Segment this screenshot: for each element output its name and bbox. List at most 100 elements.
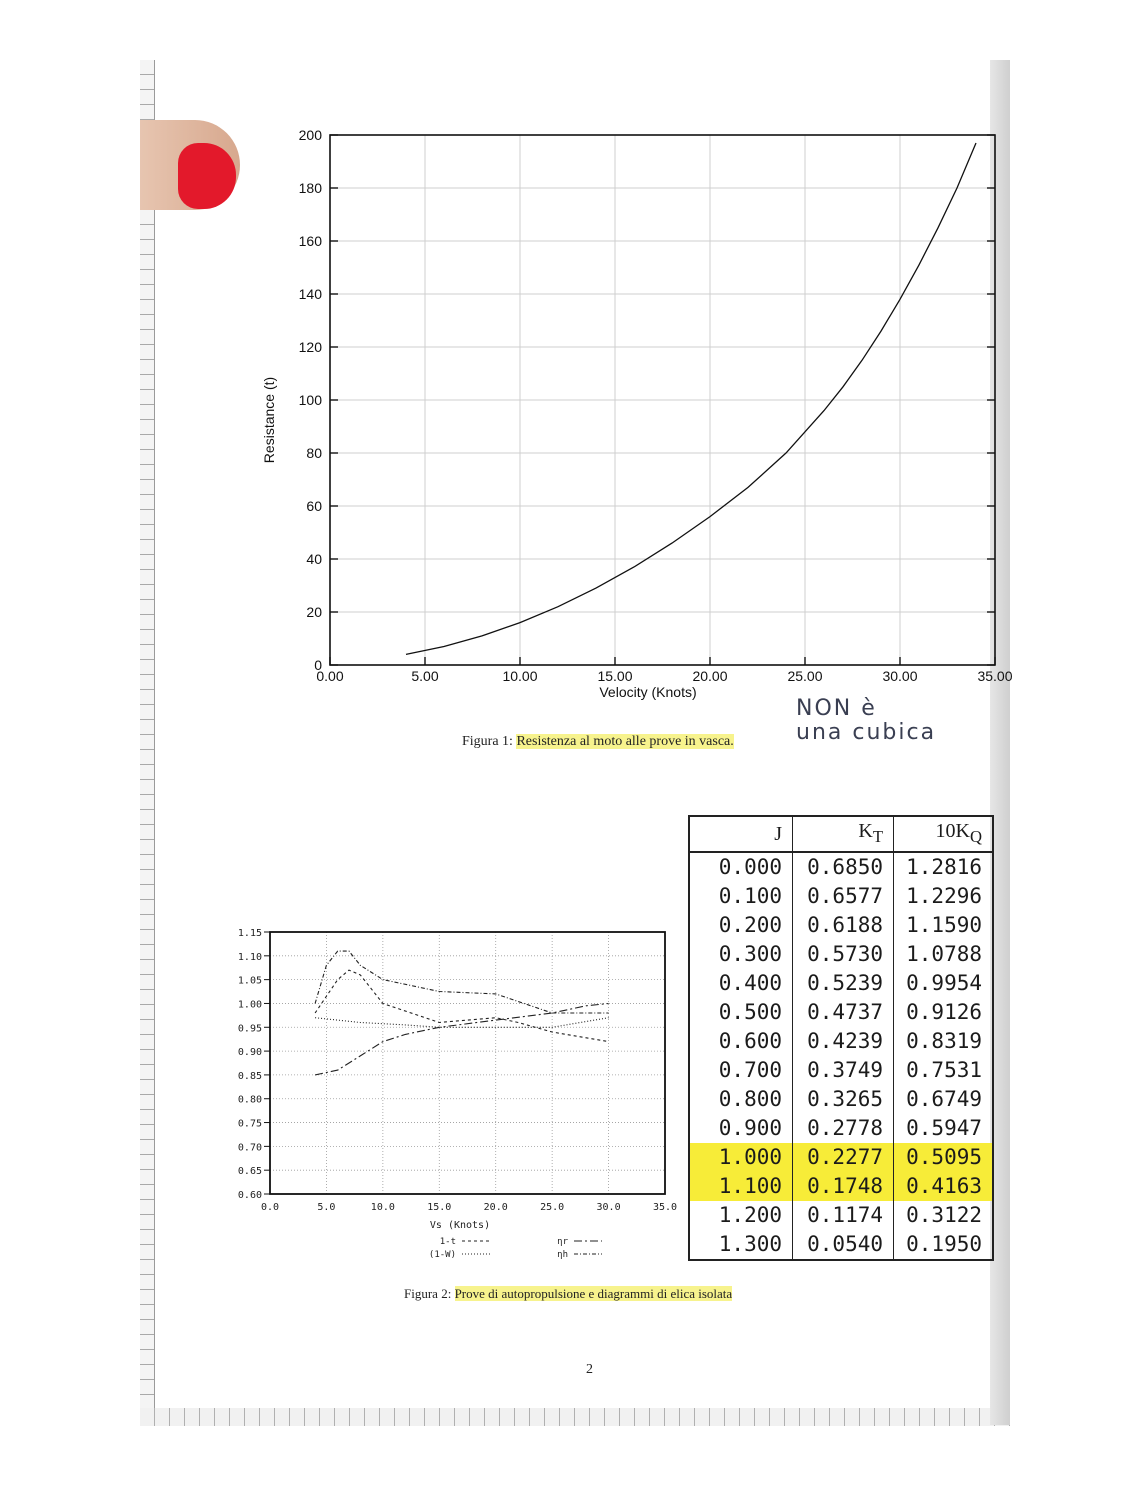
figure1-y-tick-label: 0 xyxy=(314,657,322,673)
figure2-y-tick-label: 0.80 xyxy=(238,1095,262,1106)
figure2-x-tick-label: 0.0 xyxy=(261,1202,279,1213)
cell-kt: 0.3265 xyxy=(792,1085,894,1114)
table-row: 1.200 0.1174 0.3122 xyxy=(689,1201,993,1230)
figure1-caption-prefix: Figura 1: xyxy=(462,734,513,749)
page-number: 2 xyxy=(586,1362,593,1377)
figure2-y-tick-label: 0.70 xyxy=(238,1142,262,1153)
figure1-x-tick-label: 30.00 xyxy=(882,668,917,684)
table-row: 0.000 0.6850 1.2816 xyxy=(689,852,993,882)
cell-10kq: 1.1590 xyxy=(906,913,982,937)
figure2-x-ticks: 0.0 5.0 10.0 15.0 20.0 25.0 30.0 35.0 xyxy=(261,1202,677,1213)
cell-j: 0.100 xyxy=(689,882,793,911)
cell-10kq: 0.5095 xyxy=(893,1143,993,1172)
cell-kt: 0.4737 xyxy=(792,998,894,1027)
cell-j: 1.200 xyxy=(689,1201,793,1230)
figure2-caption: Figura 2: Prove di autopropulsione e dia… xyxy=(404,1286,733,1302)
table-row: 0.100 0.6577 1.2296 xyxy=(689,882,993,911)
cell-j: 0.200 xyxy=(689,911,793,940)
cell-10kq: 0.9954 xyxy=(906,971,982,995)
figure1-caption: Figura 1: Resistenza al moto alle prove … xyxy=(462,734,734,750)
header-j: J xyxy=(689,816,793,853)
figure2-xlabel: Vs (Knots) xyxy=(430,1220,490,1231)
figure1-x-ticks: 0.00 5.00 10.00 15.00 20.00 25.00 30.00 35.00 xyxy=(316,657,1013,684)
cell-kt: 0.2778 xyxy=(792,1114,894,1143)
figure1-x-tick-label: 25.00 xyxy=(787,668,822,684)
figure1-y-tick-label: 180 xyxy=(299,180,323,196)
figure2-series xyxy=(314,950,609,1076)
figure2-y-tick-label: 0.90 xyxy=(238,1047,262,1058)
table-row: 0.500 0.4737 0.9126 xyxy=(689,998,993,1027)
cell-10kq: 0.7531 xyxy=(906,1058,982,1082)
cell-j: 0.400 xyxy=(689,969,793,998)
cell-10kq: 0.5947 xyxy=(906,1116,982,1140)
figure1-ylabel: Resistance (t) xyxy=(261,377,277,463)
cell-j: 1.300 xyxy=(689,1230,793,1260)
figure1-y-tick-label: 40 xyxy=(306,551,322,567)
figure2-y-ticks: 0.60 0.65 0.70 0.75 0.80 0.85 0.90 0.95 1.00 1.05… xyxy=(238,928,270,1201)
figure1-y-tick-label: 20 xyxy=(306,604,322,620)
figure1-y-tick-label: 100 xyxy=(299,392,323,408)
cell-kt: 0.6577 xyxy=(792,882,894,911)
cell-j: 0.700 xyxy=(689,1056,793,1085)
figure1-x-tick-label: 20.00 xyxy=(692,668,727,684)
figure2-x-tick-label: 35.0 xyxy=(653,1202,677,1213)
table-row: 0.200 0.6188 1.1590 xyxy=(689,911,993,940)
figure2-x-tick-label: 15.0 xyxy=(427,1202,451,1213)
table-row: 0.900 0.2778 0.5947 xyxy=(689,1114,993,1143)
figure2-series-line xyxy=(315,1017,609,1028)
figure2-legend-label: 1-t xyxy=(440,1237,456,1247)
figure1-y-tick-label: 160 xyxy=(299,233,323,249)
cell-kt: 0.1174 xyxy=(792,1201,894,1230)
figure2-x-tick-label: 5.0 xyxy=(317,1202,335,1213)
figure2-x-tick-label: 10.0 xyxy=(371,1202,395,1213)
figure2-legend-label: ηr xyxy=(557,1237,568,1247)
figure2-y-tick-label: 1.15 xyxy=(238,928,262,939)
figure2-series-line xyxy=(314,950,609,1014)
figure2-y-tick-label: 1.00 xyxy=(238,999,262,1010)
table-body: 0.000 0.6850 1.2816 0.100 0.6577 1.2296 0.200 0… xyxy=(689,852,993,1260)
figure1-resistance-line xyxy=(405,142,977,656)
figure2-y-tick-label: 0.95 xyxy=(238,1023,262,1034)
cell-kt: 0.6850 xyxy=(792,852,894,882)
cell-10kq: 0.1950 xyxy=(906,1232,982,1256)
table-row: 1.300 0.0540 0.1950 xyxy=(689,1230,993,1260)
header-kt: KT xyxy=(792,816,894,853)
table-row: 0.400 0.5239 0.9954 xyxy=(689,969,993,998)
figure2-series-line xyxy=(314,1002,609,1076)
figure2-x-tick-label: 25.0 xyxy=(540,1202,564,1213)
cell-j: 0.300 xyxy=(689,940,793,969)
figure2-y-tick-label: 0.65 xyxy=(238,1166,262,1177)
figure2-grid xyxy=(269,931,666,1195)
cell-kt: 0.0540 xyxy=(792,1230,894,1260)
figure2-x-tick-label: 30.0 xyxy=(597,1202,621,1213)
table-row: 0.600 0.4239 0.8319 xyxy=(689,1027,993,1056)
figure1-x-tick-label: 35.00 xyxy=(977,668,1012,684)
cell-kt: 0.5239 xyxy=(792,969,894,998)
figure1-grid xyxy=(329,134,996,666)
table-row: 1.100 0.1748 0.4163 xyxy=(689,1172,993,1201)
cell-j: 0.900 xyxy=(689,1114,793,1143)
cell-10kq: 0.8319 xyxy=(906,1029,982,1053)
figure2-caption-prefix: Figura 2: xyxy=(404,1286,452,1301)
cell-j: 0.500 xyxy=(689,998,793,1027)
cell-10kq: 0.4163 xyxy=(893,1172,993,1201)
figure2-x-tick-label: 20.0 xyxy=(484,1202,508,1213)
figure1-y-ticks: 0 20 40 60 80 100 120 140 160 180 200 xyxy=(299,127,995,673)
cell-kt: 0.5730 xyxy=(792,940,894,969)
cell-j: 1.100 xyxy=(689,1172,793,1201)
cell-10kq: 1.2816 xyxy=(906,855,982,879)
cell-j: 0.600 xyxy=(689,1027,793,1056)
cell-kt: 0.4239 xyxy=(792,1027,894,1056)
table-header-row: J KT 10KQ xyxy=(689,816,993,853)
cell-kt: 0.1748 xyxy=(792,1172,894,1201)
cell-kt: 0.6188 xyxy=(792,911,894,940)
figure1-y-tick-label: 60 xyxy=(306,498,322,514)
cell-10kq: 0.6749 xyxy=(906,1087,982,1111)
figure2-legend-label: ηh xyxy=(557,1250,568,1260)
figure2-y-tick-label: 0.75 xyxy=(238,1119,262,1130)
background-left xyxy=(0,0,140,1485)
cell-kt: 0.2277 xyxy=(792,1143,894,1172)
table-row: 0.300 0.5730 1.0788 xyxy=(689,940,993,969)
figure1-caption-text: Resistenza al moto alle prove in vasca. xyxy=(516,734,734,749)
